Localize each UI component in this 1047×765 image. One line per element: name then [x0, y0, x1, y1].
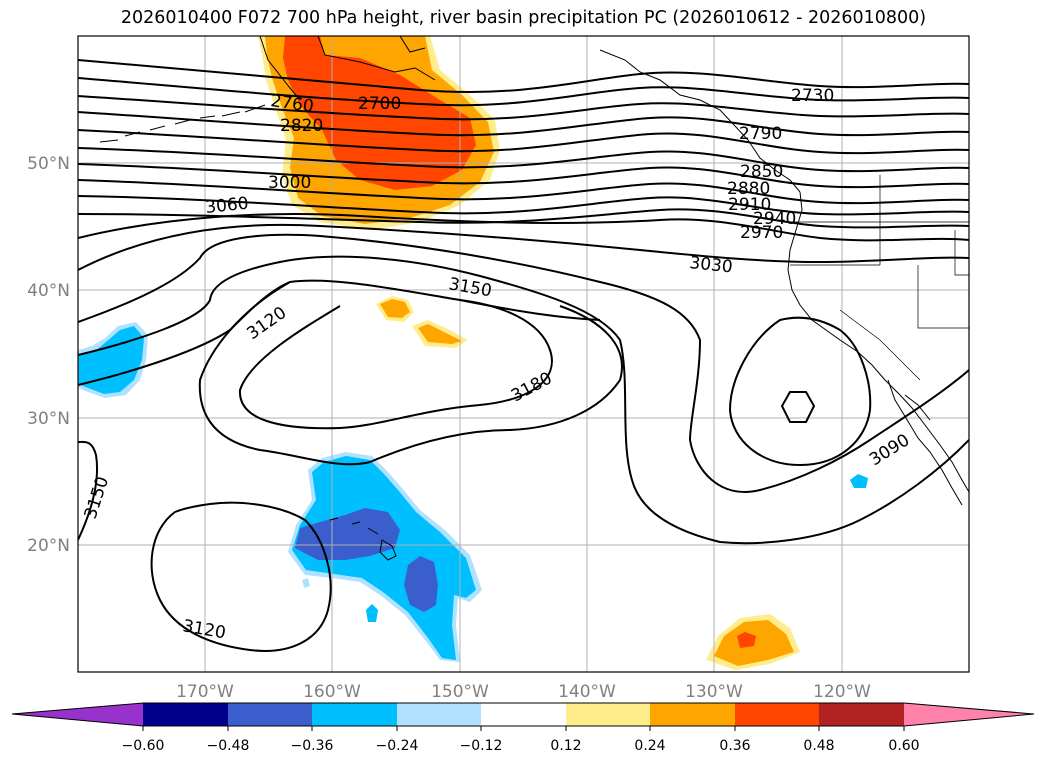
- colorbar-segment: [735, 703, 819, 726]
- contour-line: [78, 129, 969, 155]
- west-coast-us: [787, 191, 969, 493]
- contour-line: [78, 111, 969, 137]
- contour-line: [238, 299, 553, 430]
- colorbar-segment: [819, 703, 904, 726]
- contour-label: 2730: [791, 86, 834, 106]
- contour-line: [78, 163, 969, 189]
- precip-negative-hawaii-core: [295, 508, 400, 560]
- precip-positive-patch-1-core: [380, 299, 410, 318]
- lon-label: 170°W: [176, 682, 234, 702]
- contour-line: [78, 179, 969, 205]
- contour-line: [198, 281, 623, 466]
- contour-label: 3180: [508, 368, 556, 406]
- precip-positive-north-core: [283, 36, 476, 190]
- colorbar-segment: [397, 703, 481, 726]
- colorbar-segment: [312, 703, 397, 726]
- contour-label: 3060: [204, 194, 249, 218]
- colorbar-segment: [566, 703, 650, 726]
- lat-label: 40°N: [27, 281, 70, 301]
- precip-negative-east: [850, 474, 868, 488]
- contour-label: 2700: [358, 94, 401, 114]
- colorbar-tick-label: −0.12: [460, 738, 503, 754]
- contour-line: [78, 195, 969, 216]
- colorbar-tick-label: 0.24: [634, 738, 665, 754]
- gridlines: [78, 36, 969, 672]
- colorbar-tick-label: 0.60: [888, 738, 919, 754]
- contour-label: 3030: [688, 253, 733, 277]
- precip-negative-small-2: [302, 578, 310, 588]
- precip-positive-south-core: [737, 632, 756, 648]
- contour-label: 3150: [81, 474, 113, 521]
- colorbar-segment: [481, 703, 566, 726]
- hawaii-islands: [329, 517, 397, 561]
- lon-label: 130°W: [685, 682, 743, 702]
- contour-label: 2850: [740, 162, 783, 182]
- colorbar-tick-label: −0.60: [122, 738, 165, 754]
- contour-label: 2940: [753, 209, 796, 229]
- contour-line: [780, 391, 816, 423]
- precip-positive-patch-2-core: [418, 324, 462, 344]
- colorbar-tick-label: 0.12: [550, 738, 581, 754]
- contour-label: 2880: [727, 179, 770, 199]
- colorbar-tick-label: −0.48: [207, 738, 250, 754]
- colorbar-tick-label: −0.24: [376, 738, 419, 754]
- longitude-labels: 170°W 160°W 150°W 140°W 130°W 120°W: [176, 682, 871, 702]
- contour-label: 3120: [181, 616, 227, 643]
- precip-negative-small-1: [366, 604, 378, 622]
- alaska-coast: [259, 36, 436, 101]
- contour-label: 2820: [280, 116, 323, 136]
- contour-line: [728, 316, 872, 467]
- colorbar-segment: [228, 703, 312, 726]
- precip-negative-west-core: [78, 326, 144, 394]
- contour-line: [78, 233, 969, 493]
- colorbar-segment: [143, 703, 228, 726]
- contour-label: 2790: [739, 124, 782, 144]
- contour-label: 2970: [740, 223, 783, 243]
- contour-line: [78, 440, 99, 541]
- contour-line: [78, 213, 969, 242]
- baja-california: [887, 379, 963, 506]
- contour-line: [78, 255, 969, 545]
- contour-line: [78, 59, 969, 93]
- contour-label: 2910: [728, 195, 771, 215]
- lat-label: 50°N: [27, 154, 70, 174]
- contour-label: 3000: [268, 173, 311, 193]
- colorbar-tick-label: −0.36: [291, 738, 334, 754]
- precip-negative-hawaii-mid: [292, 456, 476, 660]
- bc-coast: [599, 49, 801, 193]
- state-borders: [788, 175, 969, 381]
- lon-label: 120°W: [813, 682, 871, 702]
- precip-negative-hawaii-core-2: [404, 556, 438, 612]
- colorbar-extend-right: [904, 703, 1034, 726]
- lat-label: 30°N: [27, 409, 70, 429]
- contour-line: [78, 223, 969, 271]
- coastlines: [99, 36, 969, 561]
- colorbar: −0.60 −0.48 −0.36 −0.24 −0.12 0.12 0.24 …: [11, 702, 1035, 754]
- colorbar-extend-left: [12, 703, 143, 726]
- colorbar-tick-label: 0.48: [803, 738, 834, 754]
- contour-line: [150, 501, 332, 652]
- colorbar-tick-label: 0.36: [719, 738, 750, 754]
- contour-line: [78, 95, 969, 121]
- contour-line: [78, 77, 969, 107]
- aleutians: [99, 104, 266, 143]
- latitude-labels: 50°N 40°N 30°N 20°N: [27, 154, 70, 556]
- map-frame: [77, 35, 970, 673]
- contour-line: [78, 147, 969, 173]
- map-title: 2026010400 F072 700 hPa height, river ba…: [120, 8, 927, 28]
- lon-label: 150°W: [431, 682, 489, 702]
- colorbar-segment: [650, 703, 735, 726]
- lat-label: 20°N: [27, 536, 70, 556]
- contour-line: [78, 279, 601, 386]
- lon-label: 160°W: [303, 682, 361, 702]
- height-contours: [78, 59, 969, 652]
- contour-label: 3090: [866, 430, 913, 470]
- contour-line: [78, 208, 969, 229]
- lon-label: 140°W: [558, 682, 616, 702]
